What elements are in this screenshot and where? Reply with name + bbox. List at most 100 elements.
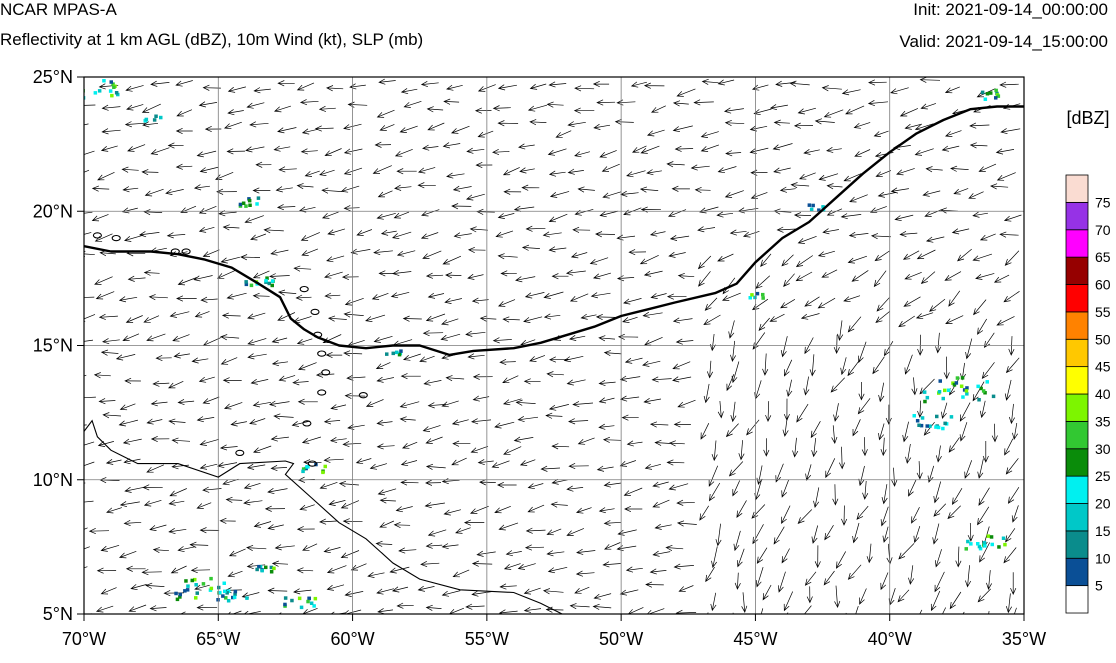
wind-arrow — [983, 332, 995, 348]
wind-arrow — [122, 333, 140, 342]
wind-arrow — [393, 211, 410, 219]
lat-tick-label: 25°N — [33, 67, 73, 87]
echo-cell — [183, 589, 187, 593]
echo-cell — [70, 92, 74, 96]
wind-arrow — [253, 445, 272, 454]
wind-arrow — [175, 127, 193, 135]
wind-arrow — [833, 334, 840, 354]
wind-arrow — [817, 250, 835, 258]
wind-arrow — [837, 320, 844, 342]
wind-arrow — [267, 488, 288, 495]
echo-cell — [270, 283, 274, 288]
wind-arrow — [883, 341, 894, 357]
wind-arrow — [376, 376, 394, 383]
wind-arrow — [598, 397, 615, 404]
wind-arrow — [299, 504, 315, 511]
echo-cell — [194, 583, 198, 587]
wind-arrow — [904, 354, 913, 375]
wind-arrow — [950, 165, 969, 172]
echo-cell — [272, 566, 276, 571]
wind-arrow — [270, 435, 289, 442]
wind-arrow — [990, 183, 1009, 190]
wind-arrow — [323, 418, 341, 425]
wind-arrow — [198, 205, 217, 214]
wind-arrow — [595, 231, 616, 238]
echo-cell — [923, 399, 927, 404]
wind-arrow — [199, 166, 219, 174]
wind-arrow — [867, 99, 889, 107]
wind-arrow — [467, 353, 485, 360]
wind-arrow — [881, 484, 888, 505]
wind-arrow — [625, 566, 643, 573]
wind-arrow — [477, 130, 494, 138]
wind-arrow — [269, 273, 290, 280]
island-outline — [321, 369, 331, 376]
wind-arrow — [177, 277, 197, 286]
wind-arrow — [196, 416, 215, 423]
wind-arrow — [666, 293, 687, 300]
echo-cell — [93, 91, 98, 95]
wind-arrow — [622, 316, 638, 323]
wind-arrow — [194, 584, 210, 591]
wind-arrow — [981, 362, 995, 379]
wind-arrow — [301, 128, 318, 135]
wind-arrow — [177, 398, 195, 406]
wind-arrow — [518, 143, 535, 150]
wind-arrow — [951, 488, 963, 505]
lat-lon-grid — [84, 77, 1024, 614]
echo-cell — [385, 352, 389, 356]
wind-arrow — [941, 402, 948, 420]
wind-arrow — [804, 296, 820, 307]
wind-arrow — [733, 530, 741, 552]
wind-arrow — [324, 292, 341, 299]
echo-cell — [934, 425, 938, 429]
wind-arrow — [193, 184, 210, 191]
echo-cell — [983, 544, 987, 548]
echo-cell — [965, 386, 969, 390]
wind-arrow — [326, 85, 344, 92]
wind-arrow — [841, 505, 848, 526]
wind-arrow — [595, 313, 616, 321]
wind-arrow — [367, 572, 385, 578]
wind-arrow — [477, 459, 494, 466]
wind-arrow — [703, 383, 710, 404]
wind-arrow — [127, 144, 146, 152]
wind-arrow — [972, 211, 988, 218]
wind-arrow — [277, 80, 295, 87]
wind-arrow — [525, 527, 546, 534]
wind-arrow — [722, 292, 741, 301]
echo-cell — [116, 92, 120, 97]
island-outline — [310, 308, 320, 316]
wind-arrow — [393, 521, 411, 529]
wind-arrow — [751, 504, 766, 519]
colorbar-label: 70 — [1095, 222, 1111, 238]
wind-arrow — [792, 437, 799, 458]
echo-cell — [112, 85, 116, 89]
wind-arrow — [914, 148, 934, 156]
wind-arrow — [300, 148, 318, 155]
wind-arrow — [624, 505, 643, 513]
wind-arrow — [152, 380, 170, 387]
echo-cell — [946, 388, 951, 392]
wind-arrow — [267, 587, 288, 594]
wind-arrow — [694, 186, 711, 194]
echo-cell — [977, 398, 981, 402]
wind-arrow — [797, 107, 816, 115]
echo-cell — [309, 601, 314, 605]
wind-arrow — [492, 337, 512, 344]
wind-arrow — [417, 182, 436, 189]
wind-arrow — [453, 232, 472, 239]
wind-arrow — [598, 379, 616, 387]
wind-arrow — [916, 249, 936, 260]
echo-cell — [960, 376, 965, 380]
echo-cell — [114, 91, 119, 95]
echo-cell — [981, 389, 986, 393]
wind-arrow — [738, 440, 745, 461]
wind-arrow — [150, 400, 168, 407]
wind-arrow — [550, 501, 568, 508]
wind-arrow — [499, 583, 517, 590]
wind-arrow — [677, 399, 696, 408]
echo-cell — [399, 349, 403, 353]
wind-arrow — [442, 255, 462, 265]
